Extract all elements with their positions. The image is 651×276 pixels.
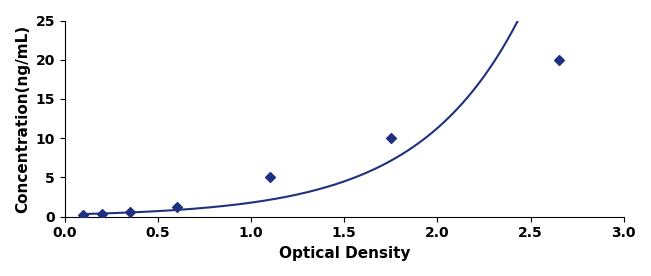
Point — [97, 212, 107, 216]
Point — [264, 175, 275, 180]
Point — [78, 213, 89, 218]
Point — [125, 209, 135, 214]
Point — [171, 205, 182, 209]
Point — [385, 136, 396, 140]
Y-axis label: Concentration(ng/mL): Concentration(ng/mL) — [15, 25, 30, 213]
X-axis label: Optical Density: Optical Density — [279, 246, 410, 261]
Point — [553, 57, 564, 62]
